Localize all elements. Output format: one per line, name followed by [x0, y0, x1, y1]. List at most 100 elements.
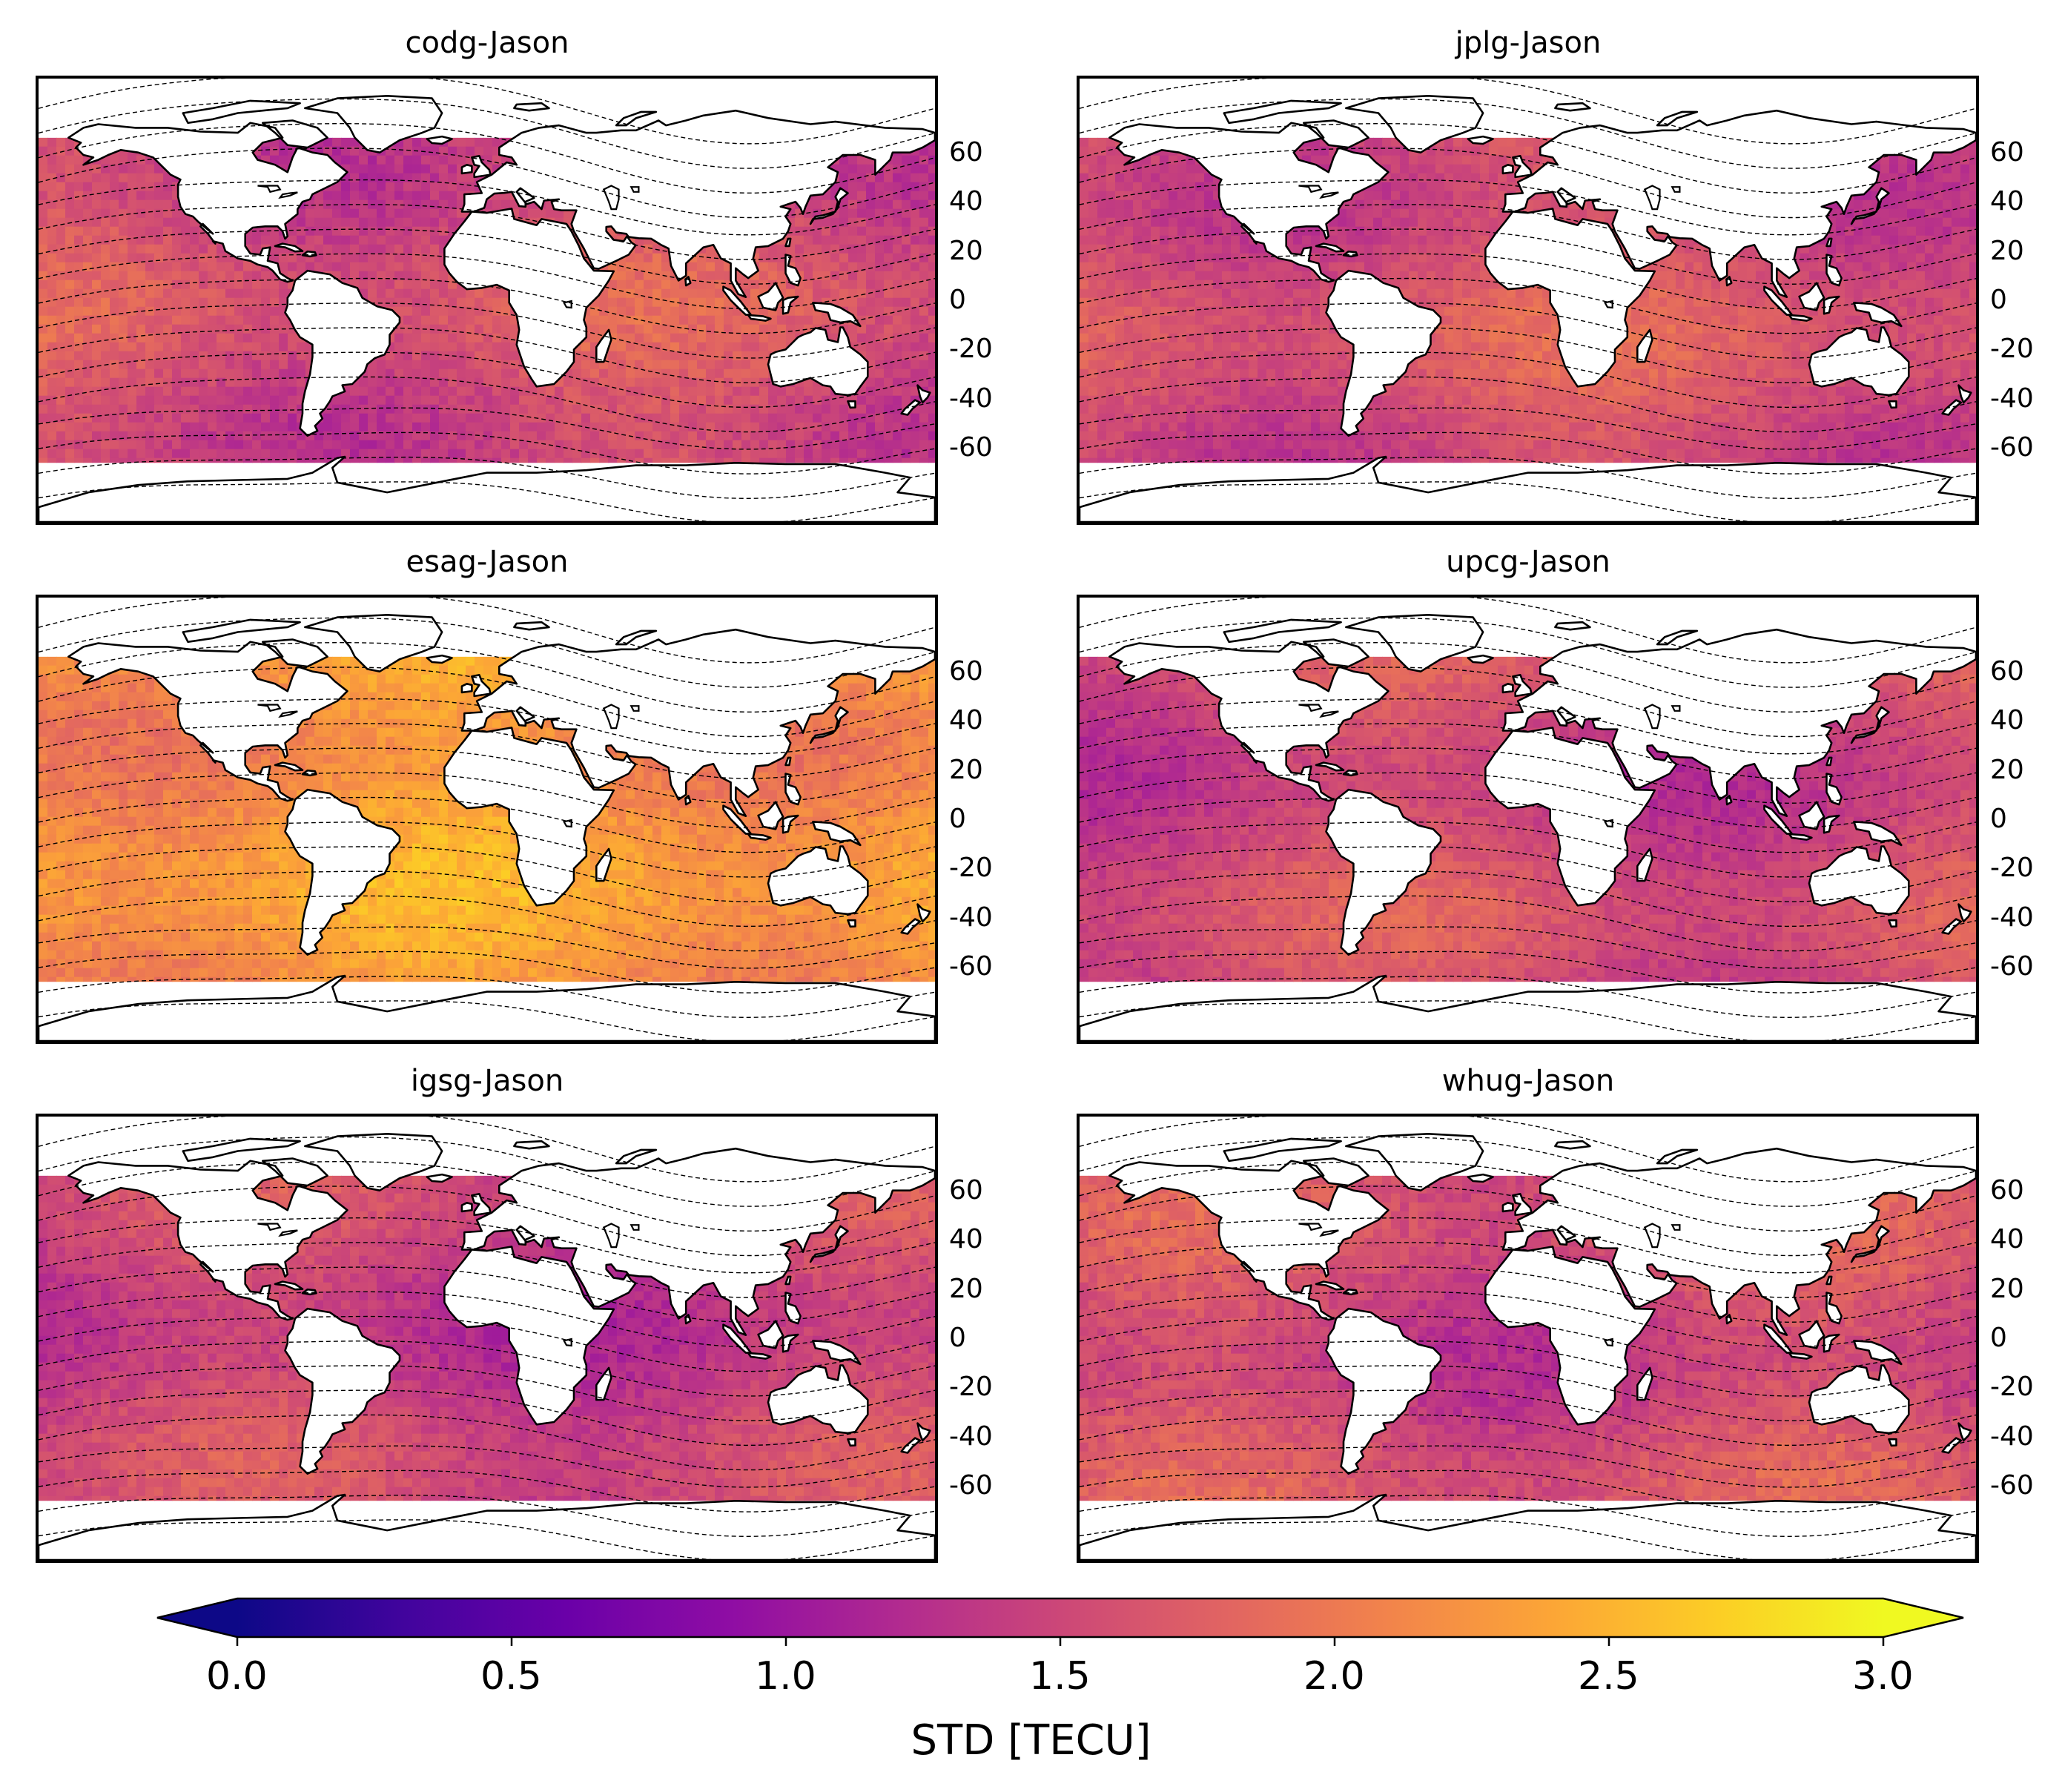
isoline — [39, 79, 935, 145]
colorbar-tick-label: 1.5 — [1029, 1657, 1091, 1696]
isoline — [39, 456, 935, 500]
latitude-tick-label: 60 — [949, 1177, 983, 1204]
panel-title: jplg-Jason — [1077, 21, 1980, 65]
isoline — [39, 432, 935, 475]
isoline — [1080, 1117, 1976, 1183]
isoline — [1080, 870, 1976, 928]
latitude-tick-label: -60 — [949, 434, 993, 461]
isoline — [1080, 432, 1976, 475]
latitude-tick-label: -40 — [1990, 385, 2034, 412]
isoline — [1080, 1242, 1976, 1298]
magnetic-latitude-isolines — [39, 79, 935, 522]
isoline — [1080, 1000, 1976, 1041]
isoline — [39, 277, 935, 334]
world-map — [39, 598, 935, 1041]
isoline — [1080, 747, 1976, 804]
latitude-tick-label: 60 — [949, 658, 983, 685]
isoline — [1080, 598, 1976, 664]
latitude-tick-label: 60 — [949, 139, 983, 166]
isoline — [1080, 228, 1976, 285]
colorbar-tick-label: 2.0 — [1303, 1657, 1365, 1696]
latitude-tick-label: -20 — [1990, 855, 2034, 882]
isoline — [1080, 1494, 1976, 1538]
isoline — [39, 1000, 935, 1041]
isoline — [39, 123, 935, 194]
isoline — [39, 1117, 935, 1183]
isoline — [1080, 1291, 1976, 1348]
isoline — [1080, 1389, 1976, 1447]
latitude-tick-label: -20 — [1990, 1374, 2034, 1401]
isoline — [39, 975, 935, 1019]
latitude-tick-label: -60 — [949, 953, 993, 980]
latitude-tick-label: -40 — [949, 385, 993, 412]
isoline — [1080, 926, 1976, 969]
isoline — [1080, 79, 1976, 145]
isoline — [39, 598, 935, 664]
latitude-tick-label: 20 — [949, 1275, 983, 1303]
isoline — [39, 1217, 935, 1274]
isoline — [39, 351, 935, 409]
isoline — [39, 723, 935, 779]
colorbar-body — [237, 1598, 1883, 1637]
isoline — [39, 667, 935, 738]
map-panel: jplg-Jason 60 40 20 0 -20 -40 -60 — [1077, 21, 2062, 543]
map-frame — [36, 76, 938, 525]
isoline — [39, 228, 935, 285]
colorbar-tick-label: 0.5 — [480, 1657, 542, 1696]
lakes — [1298, 1223, 1681, 1347]
isoline — [1080, 642, 1976, 712]
latitude-tick-label: -40 — [949, 1423, 993, 1450]
latitude-tick-label: -60 — [1990, 953, 2034, 980]
latitude-tick-label: -40 — [1990, 1423, 2034, 1450]
latitude-tick-label: -60 — [1990, 1472, 2034, 1499]
isoline — [39, 698, 935, 755]
isoline — [1080, 1161, 1976, 1231]
lakes — [257, 185, 640, 309]
isoline — [39, 1186, 935, 1257]
world-map — [39, 1117, 935, 1560]
isoline — [1080, 1519, 1976, 1560]
isoline — [39, 846, 935, 902]
isoline — [1080, 481, 1976, 522]
isoline — [1080, 253, 1976, 310]
panel-title: esag-Jason — [36, 540, 939, 584]
isoline — [39, 327, 935, 383]
isoline — [39, 1494, 935, 1538]
isoline — [1080, 1365, 1976, 1421]
isoline — [39, 1519, 935, 1560]
colorbar-label: STD [TECU] — [0, 1720, 2062, 1762]
isoline — [39, 1242, 935, 1298]
lakes — [1298, 185, 1681, 309]
isoline — [1080, 895, 1976, 952]
latitude-tick-label: 0 — [1990, 1325, 2007, 1352]
map-panel: codg-Jason 60 40 20 0 -20 -40 -60 — [36, 21, 1068, 543]
isoline — [1080, 1340, 1976, 1397]
world-map — [39, 79, 935, 522]
isoline — [1080, 1445, 1976, 1488]
lakes — [1298, 704, 1681, 828]
magnetic-latitude-isolines — [39, 598, 935, 1041]
latitude-tick-label: 40 — [1990, 188, 2024, 215]
latitude-tick-label: 0 — [949, 806, 966, 833]
world-map — [1080, 79, 1976, 522]
panel-title: codg-Jason — [36, 21, 939, 65]
isoline — [39, 204, 935, 260]
isoline — [1080, 975, 1976, 1019]
isoline — [1080, 98, 1976, 169]
isoline — [39, 407, 935, 450]
latitude-tick-label: -20 — [1990, 336, 2034, 363]
isoline — [39, 821, 935, 878]
isoline — [1080, 1315, 1976, 1372]
lakes — [257, 1223, 640, 1347]
isoline — [39, 148, 935, 219]
isoline — [39, 796, 935, 853]
map-panel: whug-Jason 60 40 20 0 -20 -40 -60 — [1077, 1059, 2062, 1581]
isoline — [1080, 1217, 1976, 1274]
isoline — [39, 1266, 935, 1323]
latitude-tick-label: -40 — [949, 904, 993, 931]
isoline — [39, 1445, 935, 1488]
latitude-tick-label: 0 — [1990, 287, 2007, 314]
coastlines — [39, 614, 935, 1041]
isoline — [1080, 327, 1976, 383]
isoline — [39, 772, 935, 829]
